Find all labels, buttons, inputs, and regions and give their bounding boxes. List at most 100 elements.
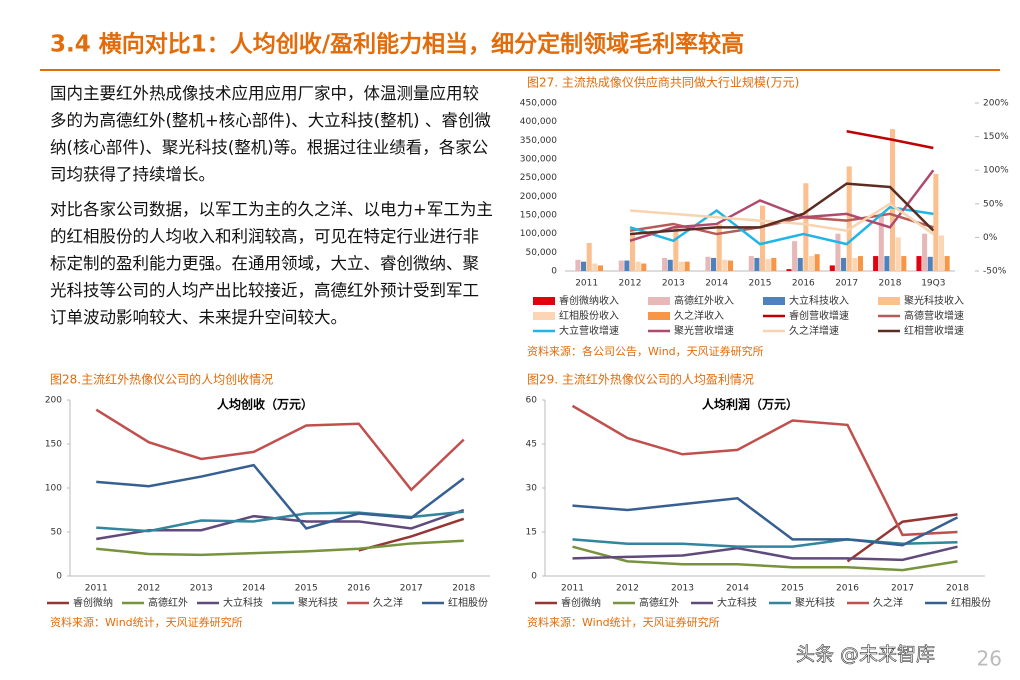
bar [765,259,771,271]
page-number: 26 [977,647,1002,671]
legend-swatch [878,297,900,305]
x-tick-label: 2013 [662,279,685,289]
x-tick-label: 2014 [242,584,265,594]
bar [673,228,679,271]
series-line [96,508,465,541]
x-tick-label: 2015 [295,584,318,594]
chart-title: 人均利润（万元） [702,397,798,412]
figure-caption: 图27. 主流热成像仪供应商共同做大行业规模(万元) [527,75,799,90]
x-tick-label: 2018 [879,279,902,289]
legend-label: 睿创微纳 [73,596,113,609]
bar [857,256,864,271]
bar [786,269,792,271]
legend-label: 聚光科技 [795,596,835,609]
x-tick-label: 2013 [190,584,213,594]
bar [933,173,939,271]
x-tick-label: 2012 [616,584,639,594]
x-tick-label: 2014 [726,584,749,594]
legend-label: 高德红外 [639,596,679,609]
legend-label: 久之洋收入 [674,309,724,322]
bar [635,261,641,271]
bar [846,166,852,271]
figure-source: 资料来源：Wind统计，天风证券研究所 [50,615,243,629]
series-line [95,408,465,492]
x-tick-label: 2016 [347,584,370,594]
x-tick-label: 2014 [705,279,728,289]
figure-source: 资料来源：Wind统计，天风证券研究所 [527,615,720,629]
legend-label: 红相股份收入 [559,309,619,322]
bar [814,254,820,271]
x-tick-label: 2012 [619,279,642,289]
y2-tick-label: 50% [983,199,1003,209]
x-tick-label: 19Q3 [921,279,945,289]
y-tick-label: 150,000 [520,211,557,221]
x-tick-label: 2015 [749,279,772,289]
bar [597,265,604,271]
y2-tick-label: 100% [983,166,1009,176]
legend-label: 大立科技收入 [789,294,849,307]
series-line [846,513,958,563]
y-tick-label: 50 [51,528,63,538]
bar [711,257,717,271]
x-tick-label: 2018 [946,584,969,594]
series-line [629,202,935,236]
bar [716,224,722,271]
legend-label: 大立营收增速 [559,324,619,337]
bar [727,260,734,271]
x-tick-label: 2016 [792,279,815,289]
bar [581,261,587,271]
y-tick-label: 200 [45,396,62,406]
legend-swatch [648,312,670,320]
bar [835,233,841,271]
x-tick-label: 2011 [561,584,584,594]
bar [586,243,592,271]
bar [662,257,668,271]
series-line [629,205,934,246]
y-tick-label: 300,000 [520,155,557,165]
legend-label: 聚光科技收入 [904,294,964,307]
x-tick-label: 2017 [835,279,858,289]
series-line [96,539,464,557]
y2-tick-label: -50% [983,267,1007,277]
bar [792,241,798,271]
y-tick-label: 150 [45,440,62,450]
series-line [846,129,934,150]
bar [829,265,835,271]
legend-label: 高德红外收入 [674,294,734,307]
series-line [629,169,935,242]
y-tick-label: 100 [45,484,62,494]
y-tick-label: 50,000 [526,248,558,258]
bar [722,259,728,271]
bar [575,259,581,271]
bar [630,233,636,271]
legend-label: 睿创微纳 [561,596,601,609]
bar [922,233,928,271]
x-tick-label: 2017 [400,584,423,594]
series-line [572,545,958,572]
bar [684,261,690,271]
figure-caption: 图28.主流红外热像仪公司的人均创收情况 [50,372,273,387]
bar [748,256,754,271]
bar [916,256,922,271]
y-tick-label: 60 [526,396,538,406]
legend-swatch [648,297,670,305]
y2-tick-label: 200% [983,99,1009,109]
y-tick-label: 15 [526,528,537,538]
bar [808,256,815,271]
chart-title: 人均创收（万元） [217,397,313,412]
x-tick-label: 2011 [85,584,108,594]
legend-label: 大立科技 [717,596,757,609]
bar [771,257,777,271]
bar [760,205,766,271]
legend-label: 久之洋 [373,596,403,609]
x-tick-label: 2011 [575,279,598,289]
paragraph: 国内主要红外热成像技术应用应用厂家中，体温测量应用较多的为高德红外(整机+核心部… [50,84,491,184]
legend-label: 睿创营收增速 [789,309,849,322]
bar [927,256,933,271]
legend-label: 大立科技 [223,596,263,609]
y-tick-label: 350,000 [520,136,557,146]
legend-label: 红相营收增速 [904,324,964,337]
bar [878,213,884,271]
bar [618,260,624,271]
